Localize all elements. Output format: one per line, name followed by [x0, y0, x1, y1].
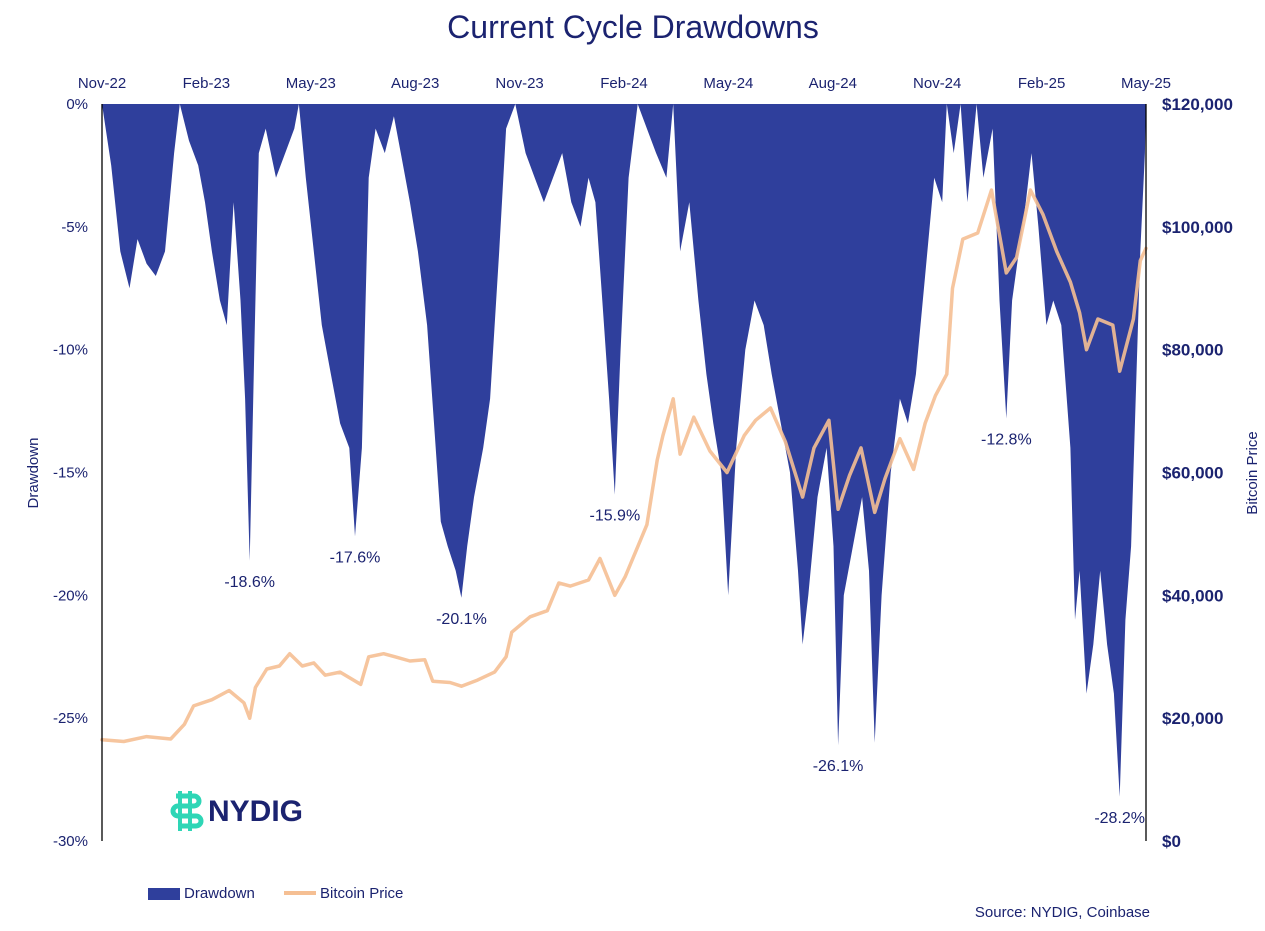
nydig-logo-text: NYDIG	[208, 795, 303, 828]
y-right-tick-label: $20,000	[1162, 709, 1223, 728]
x-tick-label: May-25	[1121, 75, 1171, 92]
legend-swatch-drawdown	[148, 888, 180, 900]
drawdown-series-area	[102, 104, 1146, 797]
drawdown-data-label: -20.1%	[436, 611, 487, 628]
y-axis-left-ticks: 0% -5% -10% -15% -20% -25% -30%	[53, 96, 88, 850]
x-axis-ticks: Nov-22 Feb-23 May-23 Aug-23 Nov-23 Feb-24 May-…	[78, 75, 1171, 92]
nydig-logo: NYDIG	[170, 791, 303, 831]
x-tick-label: Aug-24	[809, 75, 857, 92]
y-left-tick-label: 0%	[66, 96, 88, 113]
y-left-tick-label: -10%	[53, 342, 88, 359]
drawdown-data-label: -18.6%	[224, 574, 275, 591]
legend-label-bitcoin-price: Bitcoin Price	[320, 885, 403, 902]
y-right-tick-label: $120,000	[1162, 95, 1233, 114]
y-right-tick-label: $0	[1162, 832, 1181, 851]
y-right-tick-label: $40,000	[1162, 586, 1223, 605]
y-left-tick-label: -15%	[53, 465, 88, 482]
x-tick-label: May-24	[703, 75, 753, 92]
y-left-tick-label: -20%	[53, 587, 88, 604]
x-tick-label: May-23	[286, 75, 336, 92]
y-left-tick-label: -25%	[53, 710, 88, 727]
drawdown-data-label: -28.2%	[1094, 810, 1145, 827]
y-axis-left-label: Drawdown	[25, 438, 42, 509]
legend-label-drawdown: Drawdown	[184, 885, 255, 902]
x-tick-label: Nov-24	[913, 75, 961, 92]
x-tick-label: Feb-23	[183, 75, 231, 92]
y-axis-right-label: Bitcoin Price	[1244, 431, 1261, 514]
y-right-tick-label: $60,000	[1162, 464, 1223, 483]
x-tick-label: Feb-24	[600, 75, 648, 92]
y-axis-right-ticks: $120,000 $100,000 $80,000 $60,000 $40,000 $20…	[1162, 95, 1233, 851]
drawdown-data-label: -12.8%	[981, 431, 1032, 448]
drawdown-data-label: -26.1%	[813, 758, 864, 775]
x-tick-label: Feb-25	[1018, 75, 1066, 92]
chart-title: Current Cycle Drawdowns	[447, 9, 819, 45]
y-right-tick-label: $100,000	[1162, 218, 1233, 237]
bitcoin-price-series-line	[100, 188, 1148, 744]
x-tick-label: Nov-22	[78, 75, 126, 92]
source-note: Source: NYDIG, Coinbase	[975, 904, 1150, 921]
x-tick-label: Aug-23	[391, 75, 439, 92]
legend: Drawdown Bitcoin Price	[148, 885, 403, 902]
y-left-tick-label: -5%	[61, 219, 88, 236]
y-left-tick-label: -30%	[53, 833, 88, 850]
x-tick-label: Nov-23	[495, 75, 543, 92]
plot-area	[100, 104, 1148, 797]
drawdown-data-label: -15.9%	[589, 508, 640, 525]
nydig-logo-icon	[170, 791, 204, 831]
drawdown-annotations: -18.6% -17.6% -20.1% -15.9% -26.1% -12.8% -28.…	[224, 431, 1145, 826]
y-right-tick-label: $80,000	[1162, 341, 1223, 360]
drawdown-data-label: -17.6%	[330, 549, 381, 566]
